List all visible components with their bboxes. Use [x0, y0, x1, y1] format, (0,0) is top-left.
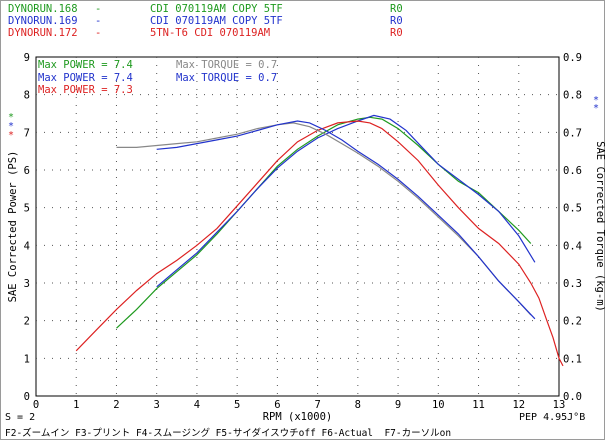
- pep-label: PEP 4.95J°B: [519, 412, 586, 423]
- y2-tick-label-3: 0.3: [563, 278, 582, 290]
- y-tick-label-7: 7: [24, 127, 30, 139]
- right-marker-2: *: [593, 95, 599, 106]
- run-2-name: DYNORUN.169: [8, 15, 78, 27]
- y2-tick-label-5: 0.5: [563, 203, 582, 215]
- y2-tick-label-0: 0.0: [563, 391, 582, 403]
- series-line-1: [116, 116, 532, 329]
- series-line-5: [156, 120, 536, 320]
- x-tick-label-11: 11: [472, 399, 485, 411]
- y2-tick-label-6: 0.6: [563, 165, 582, 177]
- y2-axis-label: SAE Corrected Torque (kg-m): [594, 141, 606, 312]
- y-tick-label-5: 5: [24, 203, 30, 215]
- y-tick-label-0: 0: [24, 391, 30, 403]
- left-marker-1: *: [8, 112, 14, 123]
- series-line-4: [116, 122, 532, 316]
- y2-tick-label-7: 0.7: [563, 127, 582, 139]
- y-tick-label-4: 4: [24, 240, 30, 252]
- run-3-dash: -: [95, 27, 102, 39]
- x-tick-label-0: 0: [33, 399, 39, 411]
- run-2-code: R0: [390, 15, 403, 27]
- run-1-name: DYNORUN.168: [8, 3, 78, 15]
- x-tick-label-6: 6: [274, 399, 280, 411]
- y-tick-label-8: 8: [24, 90, 30, 102]
- max-label-5: Max TORQUE = 0.7: [176, 72, 277, 84]
- y-tick-label-6: 6: [24, 165, 30, 177]
- smoothing-label: S = 2: [5, 412, 36, 423]
- left-marker-3: *: [8, 130, 14, 141]
- max-label-4: Max TORQUE = 0.7: [176, 59, 277, 71]
- y2-tick-label-8: 0.8: [563, 90, 582, 102]
- run-2-desc: CDI 070119AM COPY 5TF: [150, 15, 283, 27]
- x-tick-label-5: 5: [234, 399, 240, 411]
- x-tick-label-7: 7: [314, 399, 320, 411]
- x-axis-label: RPM (x1000): [263, 411, 333, 423]
- max-label-1: Max POWER = 7.4: [38, 59, 133, 71]
- right-marker-1: *: [593, 103, 599, 114]
- y-axis-label: SAE Corrected Power (PS): [7, 151, 19, 303]
- y2-tick-label-2: 0.2: [563, 316, 582, 328]
- run-3-desc: 5TN-T6 CDI 070119AM: [150, 27, 271, 39]
- y2-tick-label-1: 0.1: [563, 353, 582, 365]
- plot-area: [35, 56, 560, 397]
- function-key-bar[interactable]: F2-ズームイン F3-プリント F4-スムージング F5-サイダイスウチoff…: [5, 428, 452, 439]
- y-tick-label-2: 2: [24, 316, 30, 328]
- run-3-code: R0: [390, 27, 403, 39]
- run-1-dash: -: [95, 3, 102, 15]
- y-tick-label-3: 3: [24, 278, 30, 290]
- x-tick-label-3: 3: [154, 399, 160, 411]
- max-label-3: Max POWER = 7.3: [38, 84, 133, 96]
- y-tick-label-9: 9: [24, 52, 30, 64]
- x-tick-label-1: 1: [73, 399, 79, 411]
- x-tick-label-2: 2: [113, 399, 119, 411]
- y2-tick-label-9: 0.9: [563, 52, 582, 64]
- x-tick-label-10: 10: [432, 399, 445, 411]
- x-tick-label-13: 13: [553, 399, 566, 411]
- max-label-2: Max POWER = 7.4: [38, 72, 133, 84]
- run-1-code: R0: [390, 3, 403, 15]
- x-tick-label-12: 12: [512, 399, 525, 411]
- run-2-dash: -: [95, 15, 102, 27]
- left-marker-2: *: [8, 121, 14, 132]
- run-3-name: DYNORUN.172: [8, 27, 78, 39]
- y2-tick-label-4: 0.4: [563, 240, 582, 252]
- x-tick-label-8: 8: [355, 399, 361, 411]
- x-tick-label-9: 9: [395, 399, 401, 411]
- series-line-3: [75, 120, 564, 367]
- x-tick-label-4: 4: [194, 399, 200, 411]
- y-tick-label-1: 1: [24, 353, 30, 365]
- run-1-desc: CDI 070119AM COPY 5TF: [150, 3, 283, 15]
